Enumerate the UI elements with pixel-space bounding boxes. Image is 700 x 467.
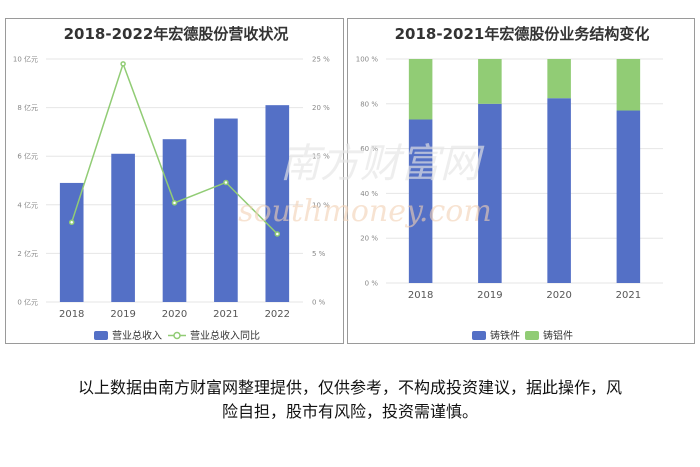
chart-title: 2018-2022年宏德股份营收状况 xyxy=(64,25,289,43)
y-tick-label: 20 % xyxy=(360,235,378,243)
legend: 营业总收入 营业总收入同比 xyxy=(94,329,260,342)
legend-label-yoy: 营业总收入同比 xyxy=(190,329,260,342)
legend-label-revenue: 营业总收入 xyxy=(112,329,162,342)
bar-iron xyxy=(478,103,502,283)
y-tick-label: 100 % xyxy=(356,56,379,64)
bar-aluminum xyxy=(408,59,433,120)
y-tick-label: 80 % xyxy=(360,100,378,108)
structure-chart: 2018-2021年宏德股份业务结构变化 0 % 20 % 40 % 60 % 80 %… xyxy=(356,25,663,342)
y-tick-label: 4 亿元 xyxy=(17,200,38,209)
legend: 铸铁件 铸铝件 xyxy=(472,329,573,342)
y-tick-label: 0 亿元 xyxy=(17,298,38,307)
y2-tick-label: 10 % xyxy=(312,201,330,209)
line-point xyxy=(171,200,178,206)
bar-iron xyxy=(408,119,433,283)
x-tick-label: 2019 xyxy=(477,290,502,301)
chart-title: 2018-2021年宏德股份业务结构变化 xyxy=(395,25,650,43)
bar-aluminum xyxy=(616,59,641,111)
x-tick-label: 2018 xyxy=(59,309,84,320)
x-tick-label: 2022 xyxy=(265,309,290,320)
y2-tick-label: 25 % xyxy=(312,56,330,64)
legend-label-aluminum: 铸铝件 xyxy=(543,329,573,342)
x-tick-label: 2021 xyxy=(616,290,641,301)
line-point xyxy=(120,61,126,67)
bar-aluminum xyxy=(478,59,502,104)
y2-tick-label: 5 % xyxy=(312,250,326,258)
y-tick-label: 2 亿元 xyxy=(17,249,38,258)
line-point xyxy=(274,231,281,237)
y2-tick-label: 15 % xyxy=(312,153,330,161)
x-tick-label: 2020 xyxy=(162,309,187,320)
bar-iron xyxy=(616,110,641,284)
bar xyxy=(265,105,290,302)
legend-swatch-yoy-marker xyxy=(173,331,181,340)
line-point xyxy=(223,179,229,186)
x-tick-label: 2020 xyxy=(546,290,571,301)
caption-line-2: 险自担，股市有风险，投资需谨慎。 xyxy=(221,402,478,421)
legend-swatch-iron xyxy=(472,331,486,340)
x-tick-label: 2018 xyxy=(408,290,433,301)
y2-tick-label: 0 % xyxy=(312,299,326,307)
bar xyxy=(214,118,238,302)
y-tick-label: 0 % xyxy=(365,280,379,288)
left-chart-panel: 2018-2022年宏德股份营收状况 0 亿元 2 亿元 4 亿元 6 亿元 8 亿元 1… xyxy=(5,18,344,344)
y-tick-label: 8 亿元 xyxy=(17,103,38,112)
bar xyxy=(59,182,84,302)
bar xyxy=(111,153,135,302)
bar-aluminum xyxy=(547,59,571,99)
legend-swatch-revenue xyxy=(94,331,108,340)
y2-tick-label: 20 % xyxy=(312,104,330,112)
legend-swatch-aluminum xyxy=(525,331,539,340)
caption-line-1: 以上数据由南方财富网整理提供，仅供参考，不构成投资建议，据此操作，风 xyxy=(77,378,622,397)
y-tick-label: 60 % xyxy=(360,145,378,153)
revenue-chart: 2018-2022年宏德股份营收状况 0 亿元 2 亿元 4 亿元 6 亿元 8 亿元 1… xyxy=(13,25,330,342)
y-tick-label: 10 亿元 xyxy=(13,55,38,64)
disclaimer-caption: 以上数据由南方财富网整理提供，仅供参考，不构成投资建议，据此操作，风 险自担，股… xyxy=(0,376,700,424)
legend-label-iron: 铸铁件 xyxy=(490,329,520,342)
bar-iron xyxy=(547,98,571,283)
line-point xyxy=(68,219,75,226)
y-tick-label: 6 亿元 xyxy=(17,152,38,161)
x-tick-label: 2021 xyxy=(213,309,238,320)
bar xyxy=(162,139,187,302)
y-tick-label: 40 % xyxy=(360,190,378,198)
x-tick-label: 2019 xyxy=(110,309,135,320)
right-chart-panel: 2018-2021年宏德股份业务结构变化 0 % 20 % 40 % 60 % 80 %… xyxy=(347,18,695,344)
